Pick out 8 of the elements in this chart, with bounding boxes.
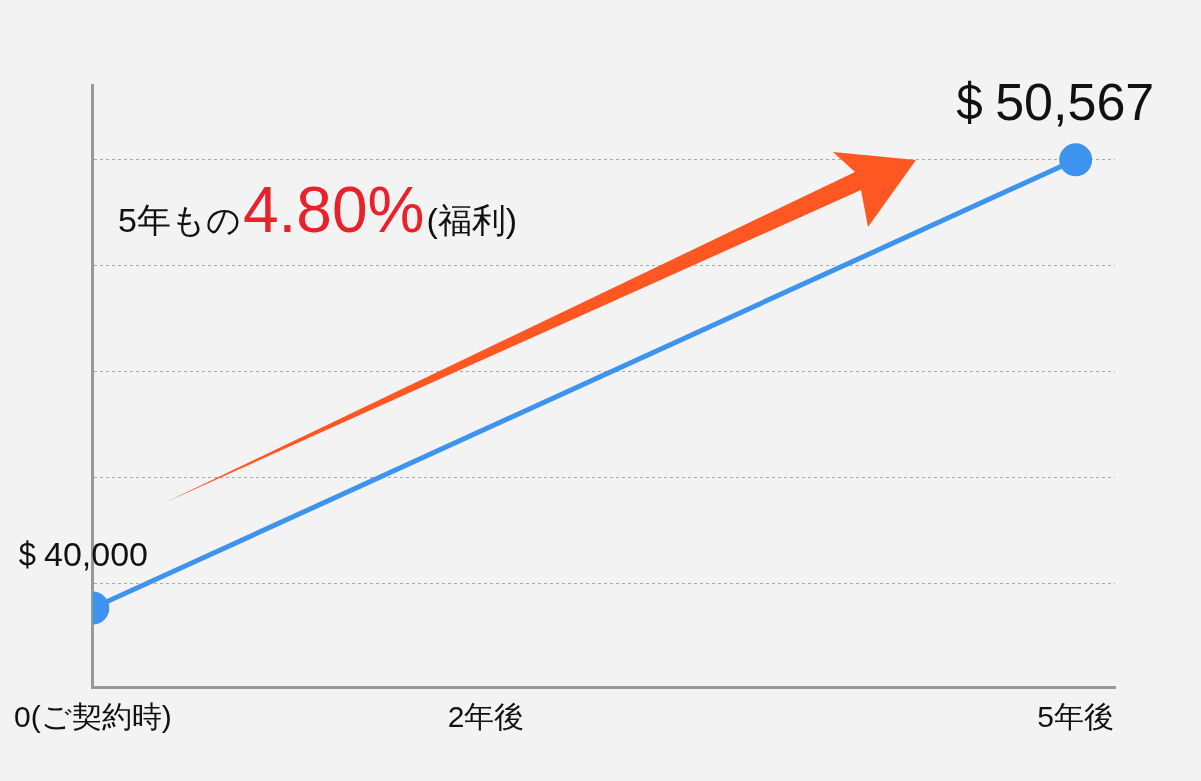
x-tick-label: 2年後 xyxy=(447,700,525,734)
x-tick-label: 0(ご契約時) xyxy=(14,700,172,734)
data-label: ＄50,567 xyxy=(943,72,1155,131)
annotation: (福利) xyxy=(426,201,518,239)
data-label: ＄40,000 xyxy=(10,535,148,574)
annotation: 4.80% xyxy=(242,174,425,246)
x-tick-label: 5年後 xyxy=(1037,700,1115,734)
annotation: 5年もの xyxy=(118,201,241,239)
